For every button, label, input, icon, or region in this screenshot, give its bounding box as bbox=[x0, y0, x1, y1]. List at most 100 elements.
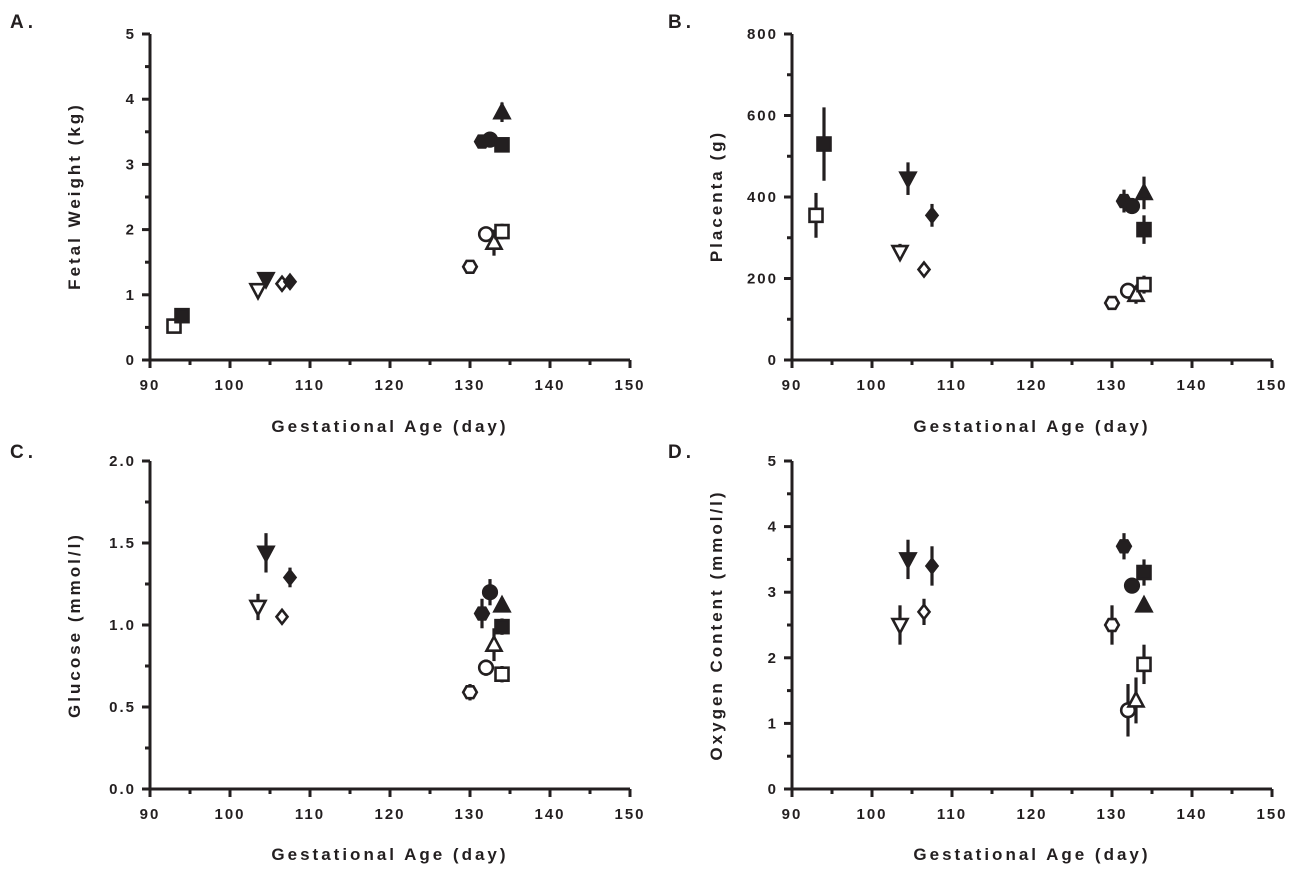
panel-a-x-tick-label: 90 bbox=[140, 377, 161, 394]
panel-a-y-tick-label: 0 bbox=[126, 352, 136, 369]
panel-c-point-triangle-up-open bbox=[484, 633, 504, 652]
panel-a-plot: 90 100 110 120 130 140 150 0 1 2 3 4 5 bbox=[126, 26, 645, 394]
panel-b-x-tick-label: 130 bbox=[1096, 377, 1127, 394]
panel-d-x-tick-label: 90 bbox=[782, 806, 803, 823]
panel-d-point-triangle-up-open bbox=[1126, 689, 1146, 708]
panel-a-label: A. bbox=[10, 12, 37, 33]
panel-a-point-square-open bbox=[494, 223, 510, 240]
panel-c-x-tick-label: 90 bbox=[140, 806, 161, 823]
panel-c-point-triangle-up-filled bbox=[492, 594, 512, 613]
panel-b-y-tick-label: 800 bbox=[747, 26, 778, 43]
panel-b-x-tick-label: 140 bbox=[1176, 377, 1207, 394]
panel-c-xlabel: Gestational Age (day) bbox=[271, 845, 508, 864]
panel-a-point-square-filled bbox=[174, 307, 190, 324]
panel-c-x-tick-label: 140 bbox=[534, 806, 565, 823]
panel-a-point-diamond-filled bbox=[282, 272, 298, 291]
panel-b-x-tick-label: 120 bbox=[1016, 377, 1047, 394]
panel-d-x-tick-label: 150 bbox=[1256, 806, 1287, 823]
panel-a-x-tick-label: 130 bbox=[454, 377, 485, 394]
panel-b-point-square-open bbox=[808, 207, 824, 224]
panel-b-y-tick-label: 600 bbox=[747, 108, 778, 125]
panel-d: D. Oxygen Content (mmol/l) Gestational A… bbox=[668, 442, 1287, 864]
panel-a-y-tick-label: 1 bbox=[126, 287, 136, 304]
panel-a-y-tick-label: 5 bbox=[126, 26, 136, 43]
panel-b: B. Placenta (g) Gestational Age (day) 90… bbox=[668, 12, 1287, 436]
panel-b-x-tick-label: 150 bbox=[1256, 377, 1287, 394]
panel-c-point-triangle-down-open bbox=[248, 599, 268, 618]
panel-c-x-tick-label: 120 bbox=[374, 806, 405, 823]
panel-c-point-square-open bbox=[494, 666, 510, 683]
panel-b-ylabel: Placenta (g) bbox=[707, 130, 726, 262]
panel-a-ylabel: Fetal Weight (kg) bbox=[65, 102, 84, 290]
panel-b-xlabel: Gestational Age (day) bbox=[913, 417, 1150, 436]
panel-c-y-tick-label: 2.0 bbox=[109, 453, 136, 470]
panel-d-y-tick-label: 2 bbox=[768, 650, 778, 667]
panel-c-label: C. bbox=[10, 442, 37, 463]
panel-d-ylabel: Oxygen Content (mmol/l) bbox=[707, 489, 726, 760]
panel-c-x-tick-label: 130 bbox=[454, 806, 485, 823]
panel-b-plot: 90 100 110 120 130 140 150 0 200 400 600 800 bbox=[747, 26, 1287, 394]
panel-b-point-triangle-down-open bbox=[890, 244, 910, 263]
panel-c-y-tick-label: 0.5 bbox=[109, 699, 136, 716]
panel-c-y-tick-label: 1.0 bbox=[109, 617, 136, 634]
panel-b-point-triangle-up-filled bbox=[1134, 182, 1154, 201]
panel-a-y-tick-label: 4 bbox=[126, 91, 136, 108]
panel-a-point-square-filled bbox=[494, 137, 510, 153]
panel-d-plot: 90 100 110 120 130 140 150 0 1 2 3 4 5 bbox=[768, 453, 1287, 823]
panel-d-x-tick-label: 120 bbox=[1016, 806, 1047, 823]
panel-b-y-tick-label: 400 bbox=[747, 189, 778, 206]
panel-a-point-triangle-down-filled bbox=[256, 271, 276, 290]
panel-b-point-square-filled bbox=[816, 136, 832, 152]
panel-b-x-tick-label: 90 bbox=[782, 377, 803, 394]
panel-d-x-tick-label: 140 bbox=[1176, 806, 1207, 823]
panel-b-x-tick-label: 110 bbox=[937, 377, 967, 394]
panel-a-point-triangle-up-filled bbox=[492, 101, 512, 120]
panel-b-y-tick-label: 0 bbox=[768, 352, 778, 369]
panel-a-xlabel: Gestational Age (day) bbox=[271, 417, 508, 436]
panel-c-ylabel: Glucose (mmol/l) bbox=[65, 532, 84, 718]
panel-c-x-tick-label: 100 bbox=[214, 806, 245, 823]
panel-c-point-square-filled bbox=[494, 618, 510, 635]
panel-d-y-tick-label: 1 bbox=[768, 715, 778, 732]
panel-d-y-tick-label: 0 bbox=[768, 781, 778, 798]
panel-d-point-diamond-open bbox=[916, 602, 932, 621]
panel-d-point-diamond-filled bbox=[924, 556, 940, 576]
panel-a-y-tick-label: 3 bbox=[126, 156, 136, 173]
panel-b-y-tick-label: 200 bbox=[747, 271, 778, 288]
panel-c-point-hexagon-open bbox=[461, 685, 479, 700]
panel-d-y-tick-label: 3 bbox=[768, 584, 778, 601]
panel-b-point-triangle-up-open bbox=[1126, 284, 1146, 303]
panel-c-point-diamond-filled bbox=[282, 568, 298, 587]
panel-d-y-tick-label: 5 bbox=[768, 453, 778, 470]
panel-c-y-tick-label: 0.0 bbox=[109, 781, 136, 798]
panel-a-y-tick-label: 2 bbox=[126, 222, 136, 239]
panel-d-point-square-open bbox=[1136, 656, 1152, 673]
panel-d-label: D. bbox=[668, 442, 695, 463]
panel-a-x-tick-label: 140 bbox=[534, 377, 565, 394]
panel-b-point-square-filled bbox=[1136, 221, 1152, 238]
panel-b-x-tick-label: 100 bbox=[856, 377, 887, 394]
panel-d-x-tick-label: 130 bbox=[1096, 806, 1127, 823]
panel-d-point-triangle-up-filled bbox=[1134, 594, 1154, 613]
panel-d-xlabel: Gestational Age (day) bbox=[913, 845, 1150, 864]
panel-a-x-tick-label: 150 bbox=[614, 377, 645, 394]
panel-a-point-triangle-up-open bbox=[484, 231, 504, 250]
panel-d-point-triangle-down-filled bbox=[898, 552, 918, 571]
panel-a-x-tick-label: 110 bbox=[295, 377, 325, 394]
panel-c-point-hexagon-filled bbox=[473, 606, 491, 621]
panel-b-point-hexagon-open bbox=[1103, 295, 1121, 311]
panel-c-point-circle-open bbox=[477, 659, 495, 676]
panel-b-point-diamond-filled bbox=[924, 206, 940, 225]
panel-c-y-tick-label: 1.5 bbox=[109, 535, 136, 552]
panel-d-y-tick-label: 4 bbox=[768, 519, 778, 536]
panel-c-point-diamond-open bbox=[274, 607, 290, 626]
panel-a-point-hexagon-open bbox=[461, 259, 479, 274]
panel-b-label: B. bbox=[668, 12, 695, 33]
panel-b-point-circle-filled bbox=[1123, 197, 1141, 215]
panel-c-point-circle-filled bbox=[481, 584, 499, 601]
panel-c: C. Glucose (mmol/l) Gestational Age (day… bbox=[10, 442, 644, 864]
panel-a: A. Fetal Weight (kg) Gestational Age (da… bbox=[10, 12, 645, 436]
panel-c-x-tick-label: 110 bbox=[295, 806, 325, 823]
panel-d-point-circle-filled bbox=[1123, 577, 1141, 594]
